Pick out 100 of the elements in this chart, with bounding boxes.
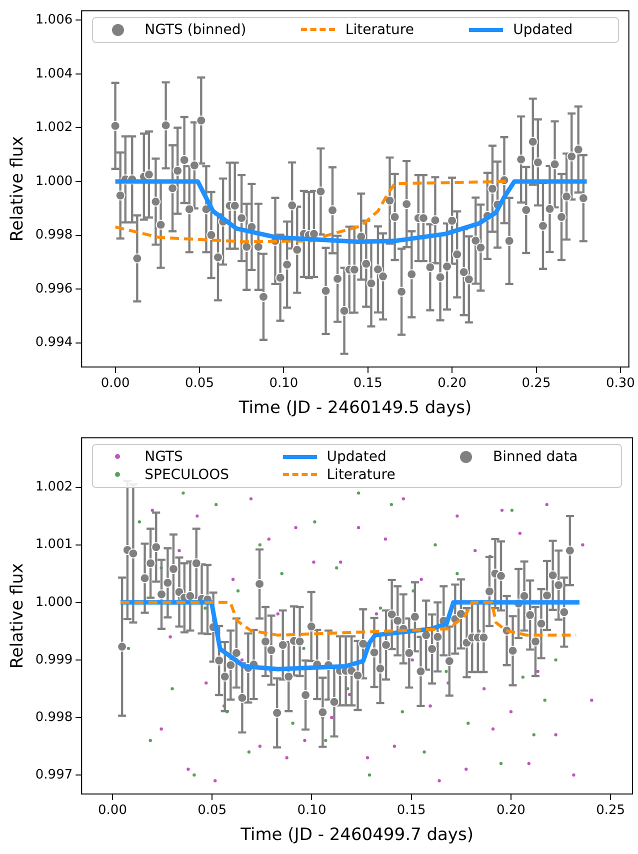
point <box>276 612 280 616</box>
point <box>444 670 448 674</box>
point <box>160 727 163 731</box>
point <box>313 520 316 524</box>
point <box>214 779 217 782</box>
x-axis-title: Time (JD - 2460499.7 days) <box>240 825 474 846</box>
x-tick-label: 0.10 <box>297 803 326 818</box>
point <box>280 572 284 576</box>
point <box>138 520 141 524</box>
x-tick-label: 0.15 <box>353 376 382 392</box>
point <box>581 543 584 546</box>
y-tick-label: 1.001 <box>35 537 73 552</box>
y-tick-label: 1.000 <box>35 174 73 189</box>
point <box>247 750 251 754</box>
legend-label: Literature <box>326 466 396 483</box>
y-tick-label: 0.996 <box>35 281 73 296</box>
point <box>518 532 522 535</box>
x-tick-label: 0.00 <box>98 803 127 818</box>
point <box>532 733 536 736</box>
point <box>554 658 558 662</box>
x-tick-label: 0.20 <box>496 803 526 818</box>
point <box>339 560 342 564</box>
x-tick-label: 0.15 <box>396 803 426 818</box>
point <box>428 704 432 708</box>
point <box>368 773 372 777</box>
point <box>267 537 270 541</box>
point <box>499 762 503 766</box>
point <box>196 514 199 518</box>
point <box>302 646 306 650</box>
point <box>543 698 546 702</box>
point <box>182 491 185 495</box>
point <box>438 779 441 782</box>
x-tick-label: 0.05 <box>198 803 227 818</box>
y-tick-label: 1.002 <box>35 480 73 495</box>
point <box>464 768 468 771</box>
point <box>390 502 394 506</box>
y-tick-label: 1.002 <box>35 120 73 136</box>
point <box>204 681 208 685</box>
y-tick-label: 0.997 <box>35 767 73 782</box>
point <box>258 744 262 748</box>
line-series <box>118 600 578 637</box>
legend-label: NGTS <box>144 448 183 465</box>
x-tick-label: 0.25 <box>596 803 626 818</box>
point <box>356 526 360 530</box>
point <box>312 560 316 564</box>
point <box>509 710 513 714</box>
point <box>204 606 207 610</box>
y-tick-label: 0.994 <box>35 335 73 350</box>
point <box>374 612 378 616</box>
point <box>192 773 196 777</box>
point <box>236 589 240 592</box>
y-axis-title: Relative flux <box>8 136 28 242</box>
point <box>356 491 360 495</box>
point <box>521 676 525 679</box>
point <box>214 502 218 506</box>
point <box>420 578 423 581</box>
point <box>456 572 459 576</box>
point <box>366 756 370 760</box>
y-tick-label: 0.998 <box>35 228 73 243</box>
y-tick-label: 1.006 <box>35 12 73 28</box>
point <box>456 514 459 518</box>
point <box>590 698 594 702</box>
point <box>527 762 530 766</box>
point <box>466 722 470 725</box>
point <box>240 658 244 662</box>
legend-label: Literature <box>345 22 414 38</box>
point <box>168 635 172 639</box>
point <box>554 733 558 736</box>
y-tick-label: 0.998 <box>35 710 73 725</box>
point <box>482 687 486 690</box>
point <box>400 710 404 714</box>
point <box>384 537 388 541</box>
point <box>285 756 288 760</box>
point <box>249 497 253 500</box>
point <box>335 566 338 570</box>
y-axis-title: Relative flux <box>8 563 28 669</box>
point <box>178 548 181 552</box>
point <box>422 750 426 754</box>
point <box>294 526 298 530</box>
x-tick-label: 0.00 <box>100 376 130 392</box>
point <box>410 658 414 662</box>
point <box>572 773 576 777</box>
y-tick-label: 1.004 <box>35 66 73 82</box>
point <box>170 687 174 690</box>
point <box>258 543 262 546</box>
point <box>491 727 495 731</box>
x-tick-label: 0.20 <box>438 376 467 392</box>
point <box>545 502 548 506</box>
point <box>148 738 152 742</box>
legend-label: NGTS (binned) <box>144 22 246 38</box>
x-tick-label: 0.10 <box>269 376 298 392</box>
point <box>500 508 504 512</box>
point <box>536 670 540 674</box>
x-tick-label: 0.05 <box>185 376 214 392</box>
point <box>324 738 328 742</box>
x-tick-label: 0.25 <box>522 376 551 392</box>
point <box>291 722 294 725</box>
point <box>510 508 514 512</box>
point <box>186 768 190 771</box>
legend-label: Updated <box>326 448 386 465</box>
